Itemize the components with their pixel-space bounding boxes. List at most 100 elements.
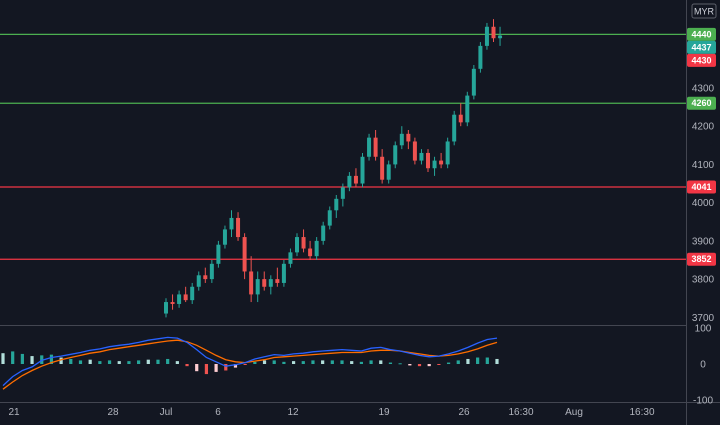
price-tag-label: 3852	[691, 254, 711, 264]
histogram-bar	[166, 358, 170, 364]
price-tick-label: 3800	[692, 275, 715, 286]
candle-body	[471, 68, 476, 96]
candle-body	[419, 152, 424, 161]
candle-body	[275, 279, 280, 283]
candlestick-series	[164, 19, 503, 318]
histogram-bar	[59, 357, 63, 364]
candle-body	[222, 229, 227, 245]
histogram-bar	[321, 360, 325, 364]
histogram-bar	[224, 364, 228, 371]
candle-body	[281, 263, 286, 283]
price-axis[interactable]: 4300 4200 4100 4000 3900 3800 3700	[692, 83, 715, 323]
time-tick-label: 21	[8, 407, 20, 418]
price-tick-label: 4300	[692, 83, 715, 94]
candle-body	[340, 187, 345, 199]
candle-body	[255, 279, 260, 295]
histogram-bar	[1, 353, 5, 364]
candle-body	[458, 114, 463, 123]
histogram-bar	[456, 360, 460, 364]
histogram-bar	[466, 358, 470, 364]
histogram-bar	[204, 364, 209, 375]
histogram-bar	[195, 364, 199, 372]
oscillator-axis[interactable]: 100 0 -100	[693, 324, 713, 407]
candle-body	[360, 156, 365, 184]
candle-body	[216, 244, 221, 264]
signal-line	[2, 339, 498, 390]
candle-body	[380, 156, 385, 180]
histogram-bar	[446, 362, 451, 364]
histogram-bar	[214, 364, 218, 372]
histogram-bar	[301, 361, 305, 364]
time-tick-label: Aug	[565, 407, 583, 418]
histogram-bar	[11, 351, 15, 364]
histogram-bar	[476, 357, 480, 364]
time-tick-label: 19	[378, 407, 390, 418]
price-tag-label: 4437	[691, 42, 711, 52]
histogram-bar	[127, 361, 131, 364]
price-tags: 4440 4437 4430 4260 4041 3852	[687, 27, 716, 266]
candle-body	[367, 137, 372, 157]
candle-body	[164, 302, 168, 314]
candle-body	[406, 133, 411, 142]
candle-body	[484, 26, 489, 46]
candle-body	[288, 252, 293, 264]
histogram-bar	[388, 362, 393, 364]
histogram-bar	[146, 359, 150, 364]
price-tick-label: 3700	[692, 313, 715, 324]
histogram-bar	[495, 358, 499, 364]
currency-badge[interactable]	[691, 3, 717, 19]
candle-body	[445, 141, 450, 165]
candle-body	[262, 279, 267, 287]
time-tick-label: 28	[107, 407, 119, 418]
price-tag-label: 4260	[691, 98, 711, 108]
price-tag-badge	[687, 252, 716, 266]
horizontal-levels[interactable]	[0, 33, 686, 260]
time-tick-label: 6	[215, 407, 221, 418]
candle-body	[412, 141, 417, 161]
candle-body	[308, 248, 313, 257]
candle-body	[498, 35, 503, 39]
candle-body	[203, 275, 208, 280]
histogram-bar	[417, 364, 422, 367]
histogram-bar	[88, 359, 92, 364]
candle-body	[301, 237, 306, 249]
candle-body	[314, 240, 319, 257]
histogram-bar	[243, 364, 247, 365]
candle-body	[452, 114, 457, 142]
candle-body	[393, 145, 398, 165]
candle-body	[399, 133, 404, 146]
histogram-bar	[340, 360, 344, 364]
histogram-bar	[78, 360, 83, 364]
candle-body	[353, 175, 358, 184]
candle-body	[249, 271, 254, 295]
price-tag-badge	[687, 40, 716, 54]
time-tick-label: 12	[287, 407, 299, 418]
histogram-bar	[379, 360, 383, 364]
candle-body	[170, 302, 175, 304]
histogram-bar	[369, 360, 373, 364]
histogram-bar	[272, 360, 276, 364]
candle-body	[236, 217, 241, 238]
time-axis[interactable]: 21 28 Jul 6 12 19 26 16:30 Aug 16:30	[8, 407, 655, 418]
candle-body	[295, 237, 299, 253]
candle-body	[439, 160, 444, 165]
histogram-bar	[185, 364, 189, 367]
price-tick-label: 3900	[692, 236, 715, 247]
histogram-bar	[40, 355, 44, 364]
histogram-bar	[408, 364, 412, 366]
candle-body	[426, 152, 430, 169]
histogram-bar	[262, 360, 267, 364]
candle-body	[242, 237, 247, 272]
histogram-bar	[233, 364, 238, 368]
time-tick-label: 26	[458, 407, 470, 418]
histogram-bar	[107, 360, 112, 364]
histogram-bar	[291, 361, 296, 364]
candle-body	[190, 286, 195, 301]
candle-body	[229, 217, 234, 230]
currency-label: MYR	[694, 7, 715, 17]
oscillator-pane	[1, 336, 499, 390]
price-tick-label: 4100	[692, 160, 715, 171]
price-tag-badge	[687, 53, 716, 67]
candle-body	[268, 279, 273, 287]
